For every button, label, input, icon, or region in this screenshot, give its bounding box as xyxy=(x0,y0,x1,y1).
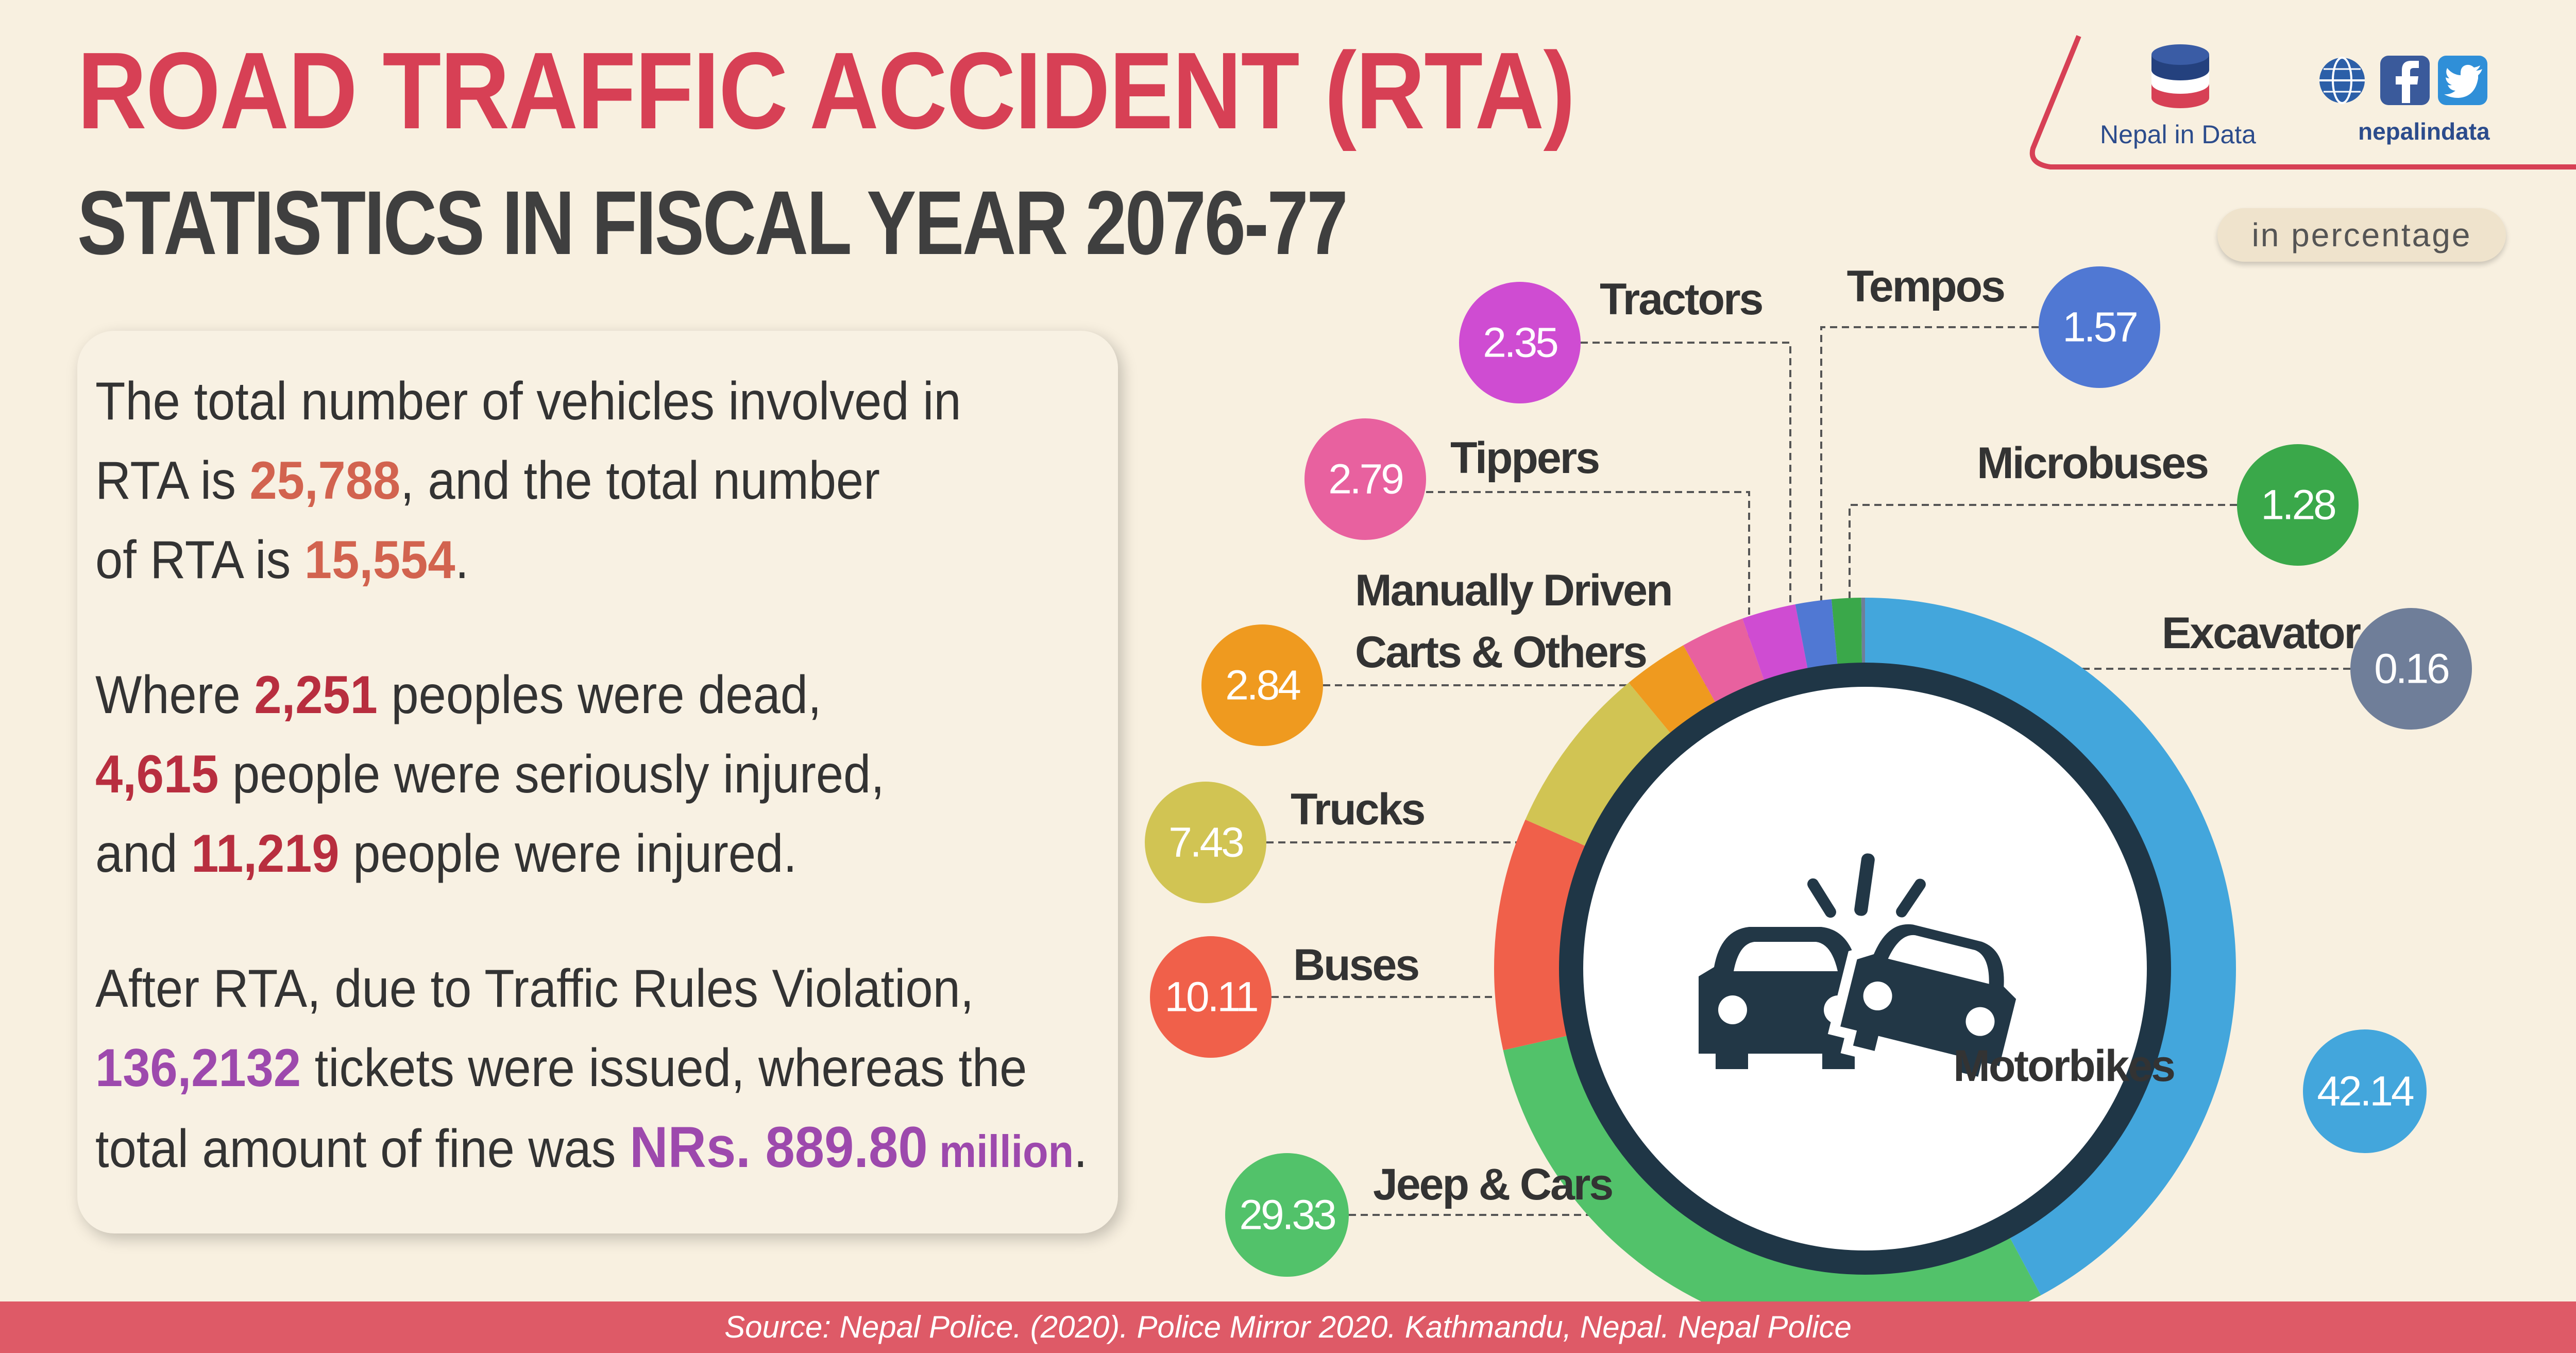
unit-label: in percentage xyxy=(2217,208,2506,262)
donut-inner-ring xyxy=(1559,663,2171,1275)
tickets-count: 136,2132 xyxy=(95,1038,301,1098)
brand-curve xyxy=(2029,35,2576,170)
bubble-excavator xyxy=(2350,608,2472,730)
bubble-trucks xyxy=(1145,782,1266,903)
category-label-trucks: Trucks xyxy=(1291,785,1424,834)
bubble-manually-driven-carts-others xyxy=(1201,624,1323,746)
globe-icon[interactable] xyxy=(2317,56,2367,105)
summary-text: . xyxy=(1074,1119,1088,1179)
summary-text: people were seriously injured, xyxy=(218,745,885,804)
summary-text: total amount of fine was xyxy=(95,1119,630,1179)
facebook-icon[interactable] xyxy=(2380,56,2430,105)
fine-unit: million xyxy=(927,1126,1074,1177)
summary-text: After RTA, due to Traffic Rules Violatio… xyxy=(95,959,974,1019)
category-label-buses: Buses xyxy=(1293,940,1418,990)
slice-motorbikes xyxy=(1865,598,2236,1295)
summary-panel: The total number of vehicles involved in… xyxy=(77,331,1118,1233)
value-label-excavator: 0.16 xyxy=(2374,646,2448,692)
bubble-tempos xyxy=(2039,266,2160,388)
summary-text: peoples were dead, xyxy=(377,665,822,725)
category-label-tippers: Tippers xyxy=(1450,433,1599,483)
summary-text: tickets were issued, whereas the xyxy=(301,1038,1027,1098)
value-label-motorbikes: 42.14 xyxy=(2317,1068,2414,1115)
summary-text: The total number of vehicles involved in xyxy=(95,371,961,431)
bubble-microbuses xyxy=(2237,444,2359,566)
database-icon xyxy=(2151,44,2209,108)
category-label-jeep-cars: Jeep & Cars xyxy=(1373,1160,1612,1209)
value-label-tempos: 1.57 xyxy=(2062,304,2137,351)
accidents-count: 15,554 xyxy=(304,530,455,590)
value-bubbles: 42.14 29.33 10.11 7.43 2.84 2.79 2.35 1.57 1.28 0… xyxy=(1145,266,2472,1277)
value-label-microbuses: 1.28 xyxy=(2261,482,2335,529)
value-label-manually-driven-carts-others: 2.84 xyxy=(1225,662,1300,709)
seriously-injured-count: 4,615 xyxy=(95,745,219,804)
injured-count: 11,219 xyxy=(191,824,340,884)
value-label-tippers: 2.79 xyxy=(1328,456,1402,503)
category-label-motorbikes: Motorbikes xyxy=(1953,1041,2174,1091)
brand-name: Nepal in Data xyxy=(2100,120,2256,149)
summary-paragraph-fines: After RTA, due to Traffic Rules Violatio… xyxy=(95,949,1088,1191)
dead-count: 2,251 xyxy=(254,665,378,725)
value-label-trucks: 7.43 xyxy=(1168,819,1243,866)
category-label-tractors: Tractors xyxy=(1600,275,1762,324)
bubble-buses xyxy=(1150,936,1272,1058)
page-subtitle: STATISTICS IN FISCAL YEAR 2076-77 xyxy=(77,173,1348,274)
page-title: ROAD TRAFFIC ACCIDENT (RTA) xyxy=(77,29,1575,151)
vehicles-count: 25,788 xyxy=(249,451,401,511)
summary-text: RTA is xyxy=(95,451,250,511)
slice-trucks xyxy=(1525,682,1694,861)
brand-block: Nepal in Data nepalindata xyxy=(2014,0,2576,170)
summary-paragraph-vehicles: The total number of vehicles involved in… xyxy=(95,362,961,600)
bubble-tractors xyxy=(1459,282,1581,403)
source-footer: Source: Nepal Police. (2020). Police Mir… xyxy=(0,1301,2576,1353)
category-label-excavator: Excavator xyxy=(2162,608,2361,658)
summary-text: Where xyxy=(95,665,255,725)
twitter-icon[interactable] xyxy=(2438,56,2487,105)
category-label-manually-driven-carts-others: Manually Driven Carts & Others xyxy=(1355,566,1672,677)
value-label-tractors: 2.35 xyxy=(1483,319,1557,366)
fine-amount: NRs. 889.80 xyxy=(630,1115,928,1179)
category-labels: Motorbikes Jeep & Cars Buses Trucks Manually… xyxy=(1291,262,2363,1209)
bubble-tippers xyxy=(1304,418,1426,540)
category-label-microbuses: Microbuses xyxy=(1977,438,2208,488)
leader-manually-driven-carts-others xyxy=(1323,684,1724,773)
summary-paragraph-casualties: Where 2,251 peoples were dead, 4,615 peo… xyxy=(95,655,885,893)
bubble-jeep-cars xyxy=(1225,1153,1349,1277)
value-label-jeep-cars: 29.33 xyxy=(1239,1192,1335,1239)
summary-text: people were injured. xyxy=(339,824,797,884)
category-label-tempos: Tempos xyxy=(1847,262,2005,311)
summary-text: . xyxy=(455,530,469,590)
value-label-buses: 10.11 xyxy=(1164,974,1257,1021)
summary-text: of RTA is xyxy=(95,530,304,590)
summary-text: and xyxy=(95,824,192,884)
car-crash-icon xyxy=(1699,853,2028,1090)
summary-text: , and the total number xyxy=(400,451,880,511)
brand-handle: nepalindata xyxy=(2358,118,2490,145)
bubble-motorbikes xyxy=(2303,1029,2427,1153)
